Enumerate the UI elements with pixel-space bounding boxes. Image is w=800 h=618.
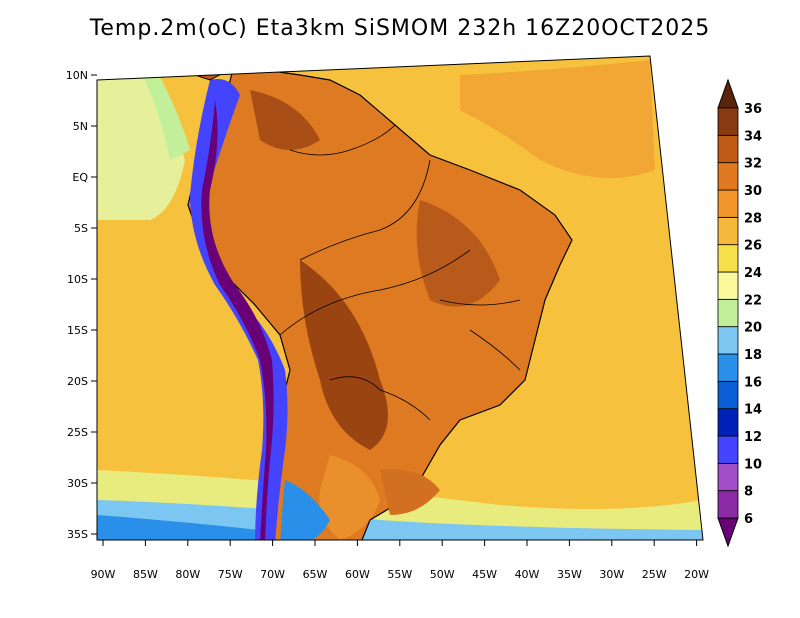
colorbar-label: 30 [744,184,762,199]
colorbar-segment [717,107,739,136]
border-line [299,159,431,261]
colorbar-segment [717,326,739,355]
colorbar-bottom-triangle [717,517,739,548]
border-line [279,249,471,336]
colorbar-label: 12 [744,430,762,445]
colorbar-segment [717,189,739,218]
colorbar-segment [717,408,739,437]
colorbar-segment [717,462,739,492]
lat-tick-label: 10S [67,273,88,286]
atlantic-warm-patch [460,60,655,178]
lon-tick-label: 60W [345,568,370,581]
lat-tick-label: 20S [67,375,88,388]
border-line [289,124,396,156]
colorbar-label: 36 [744,102,762,117]
colorbar-segment [717,490,739,519]
border-line [439,299,521,306]
lat-tick-label: 5N [73,120,88,133]
border-line [469,329,521,371]
southern-land-region [319,455,380,540]
lon-tick-label: 75W [218,568,243,581]
colorbar-label: 28 [744,211,762,226]
colorbar-label: 16 [744,375,762,390]
hot-north-region [250,90,320,150]
patagonia-cold-region [280,480,330,540]
colorbar-label: 22 [744,293,762,308]
colorbar-label: 8 [744,485,753,500]
colorbar-label: 6 [744,512,753,527]
colorbar-segment [717,244,739,273]
lon-tick-label: 35W [557,568,582,581]
colorbar-segment [717,380,739,410]
south-america [139,56,573,540]
colorbar-label: 32 [744,157,762,172]
lon-tick-label: 20W [684,568,709,581]
longitude-axis: 90W 85W 80W 75W 70W 65W 60W 55W 50W 45W 40W 35W 30W 2… [91,540,709,581]
lat-tick-label: 25S [67,426,88,439]
hot-central-region [416,200,500,307]
pacific-coastal-band [140,60,190,160]
lon-tick-label: 40W [515,568,540,581]
lon-tick-label: 30W [599,568,624,581]
lat-tick-label: EQ [72,171,88,184]
lon-tick-label: 25W [642,568,667,581]
colorbar-label: 20 [744,321,762,336]
lon-tick-label: 55W [387,568,412,581]
lon-tick-label: 80W [175,568,200,581]
colorbar: 6 8 10 12 14 16 18 20 22 24 26 28 30 32 34 36 [717,78,762,548]
lat-tick-label: 5S [74,222,88,235]
colorbar-segment [717,162,739,191]
lon-tick-label: 50W [430,568,455,581]
latitude-axis: 10N 5N EQ 5S 10S 15S 20S 25S 30S 35S [66,69,97,541]
colorbar-label: 10 [744,457,762,472]
lon-tick-label: 45W [472,568,497,581]
uruguay-region [380,469,440,515]
lon-tick-label: 85W [133,568,158,581]
colorbar-segment [717,134,739,164]
lon-tick-label: 70W [260,568,285,581]
lat-tick-label: 35S [67,528,88,541]
pacific-north-band [97,60,185,220]
colorbar-segment [717,353,739,382]
lat-tick-label: 10N [66,69,88,82]
colorbar-label: 24 [744,266,762,281]
colorbar-top-triangle [717,78,739,109]
colorbar-segment [717,216,739,246]
colorbar-label: 14 [744,403,762,418]
colorbar-segment [717,435,739,464]
lat-tick-label: 30S [67,477,88,490]
colorbar-label: 26 [744,239,762,254]
border-line [329,376,431,421]
map-title: Temp.2m(oC) Eta3km SiSMOM 232h 16Z20OCT2… [89,16,711,41]
colorbar-label: 34 [744,129,762,144]
lon-tick-label: 65W [303,568,328,581]
colorbar-label: 18 [744,348,762,363]
colorbar-segment [717,271,739,300]
andes-coldest-strip [201,100,274,540]
colorbar-segment [717,298,739,328]
lat-tick-label: 15S [67,324,88,337]
lon-tick-label: 90W [91,568,116,581]
map-frame [96,55,704,541]
